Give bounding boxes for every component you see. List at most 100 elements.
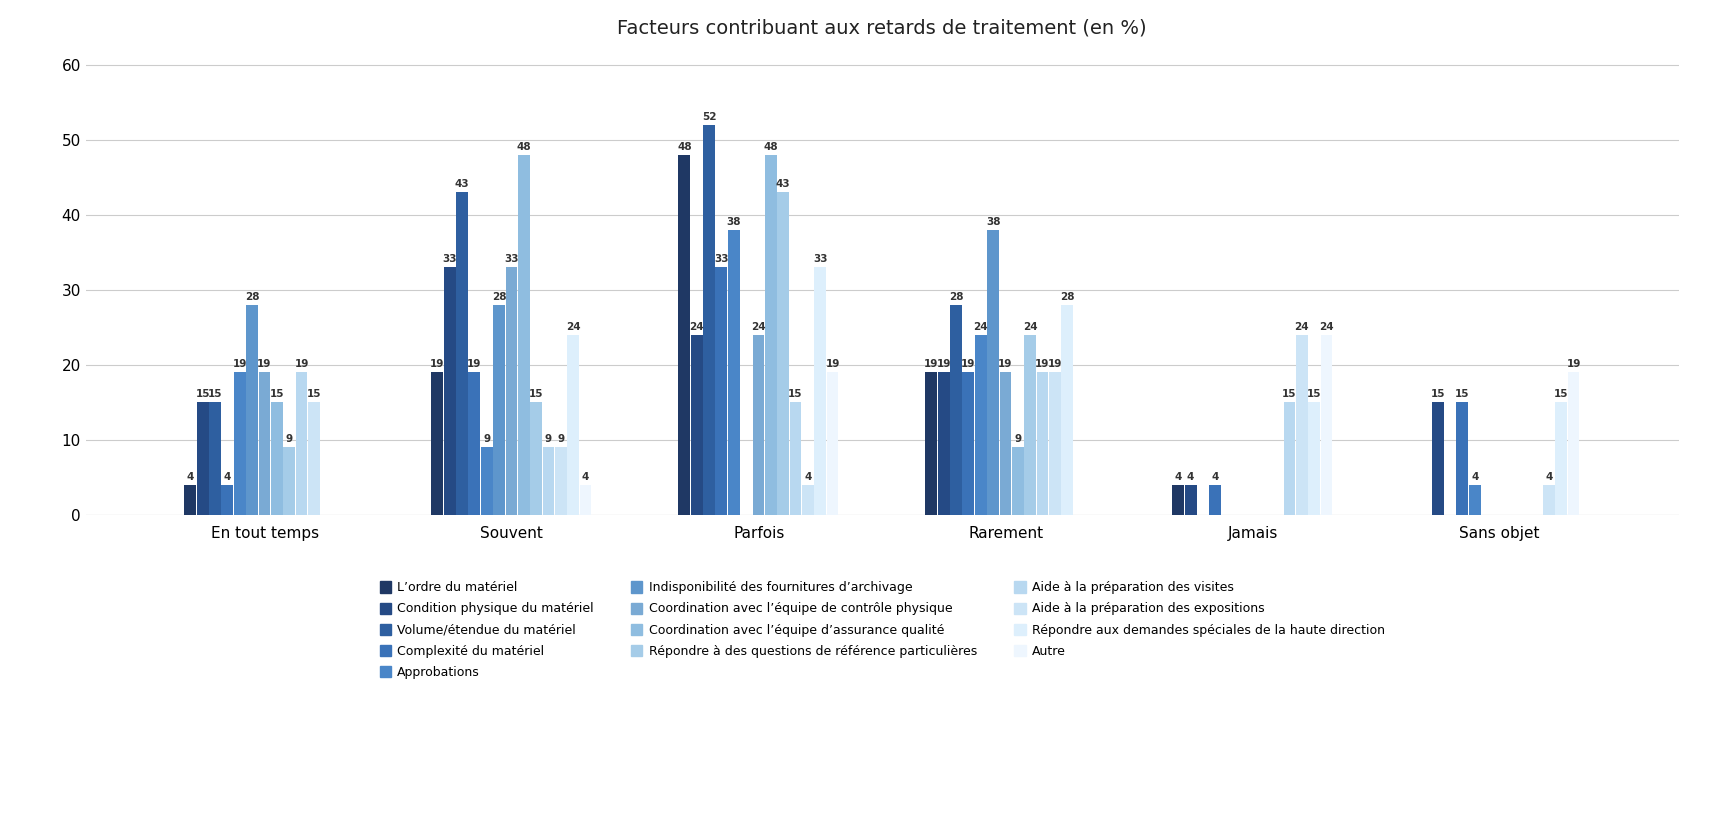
Text: 43: 43 bbox=[776, 179, 790, 189]
Text: 43: 43 bbox=[454, 179, 469, 189]
Bar bbox=[1036, 372, 1048, 515]
Text: 28: 28 bbox=[245, 291, 259, 301]
Bar bbox=[432, 372, 444, 515]
Text: 24: 24 bbox=[1319, 322, 1334, 332]
Bar bbox=[1024, 334, 1036, 515]
Bar bbox=[1062, 305, 1072, 515]
Text: 4: 4 bbox=[1175, 471, 1182, 481]
Text: 24: 24 bbox=[1023, 322, 1038, 332]
Title: Facteurs contribuant aux retards de traitement (en %): Facteurs contribuant aux retards de trai… bbox=[617, 18, 1148, 37]
Bar bbox=[543, 447, 555, 515]
Text: 52: 52 bbox=[702, 112, 716, 122]
Bar bbox=[790, 403, 802, 515]
Text: 9: 9 bbox=[545, 434, 552, 444]
Bar bbox=[296, 372, 307, 515]
Bar bbox=[827, 372, 838, 515]
Bar bbox=[1048, 372, 1060, 515]
Text: 48: 48 bbox=[517, 142, 531, 152]
Bar bbox=[728, 230, 740, 515]
Bar bbox=[1555, 403, 1567, 515]
Bar bbox=[1543, 485, 1555, 515]
Bar bbox=[567, 334, 579, 515]
Bar bbox=[1456, 403, 1468, 515]
Bar bbox=[1321, 334, 1333, 515]
Text: 4: 4 bbox=[1187, 471, 1194, 481]
Text: 19: 19 bbox=[937, 359, 951, 369]
Bar bbox=[814, 267, 826, 515]
Bar bbox=[766, 154, 776, 515]
Bar bbox=[937, 372, 949, 515]
Bar bbox=[197, 403, 209, 515]
Bar bbox=[951, 305, 963, 515]
Bar bbox=[247, 305, 259, 515]
Text: 19: 19 bbox=[1048, 359, 1062, 369]
Bar bbox=[1172, 485, 1184, 515]
Bar bbox=[963, 372, 975, 515]
Bar bbox=[271, 403, 283, 515]
Text: 19: 19 bbox=[1566, 359, 1581, 369]
Bar bbox=[1012, 447, 1024, 515]
Text: 28: 28 bbox=[1060, 291, 1074, 301]
Text: 48: 48 bbox=[677, 142, 692, 152]
Text: 28: 28 bbox=[492, 291, 507, 301]
Text: 19: 19 bbox=[999, 359, 1012, 369]
Text: 4: 4 bbox=[1211, 471, 1220, 481]
Bar bbox=[468, 372, 480, 515]
Text: 4: 4 bbox=[224, 471, 231, 481]
Text: 19: 19 bbox=[295, 359, 308, 369]
Text: 24: 24 bbox=[750, 322, 766, 332]
Legend: L’ordre du matériel, Condition physique du matériel, Volume/étendue du matériel,: L’ordre du matériel, Condition physique … bbox=[380, 581, 1384, 679]
Bar bbox=[531, 403, 541, 515]
Bar bbox=[925, 372, 937, 515]
Text: 15: 15 bbox=[1283, 389, 1297, 399]
Text: 15: 15 bbox=[529, 389, 543, 399]
Text: 19: 19 bbox=[257, 359, 272, 369]
Bar bbox=[209, 403, 221, 515]
Text: 19: 19 bbox=[430, 359, 445, 369]
Bar bbox=[221, 485, 233, 515]
Text: 15: 15 bbox=[207, 389, 223, 399]
Text: 15: 15 bbox=[1430, 389, 1446, 399]
Text: 4: 4 bbox=[803, 471, 812, 481]
Bar bbox=[1567, 372, 1579, 515]
Bar bbox=[752, 334, 764, 515]
Bar bbox=[1468, 485, 1480, 515]
Bar bbox=[999, 372, 1011, 515]
Text: 38: 38 bbox=[726, 217, 742, 227]
Text: 9: 9 bbox=[483, 434, 490, 444]
Bar bbox=[802, 485, 814, 515]
Text: 15: 15 bbox=[307, 389, 320, 399]
Text: 15: 15 bbox=[1307, 389, 1321, 399]
Text: 4: 4 bbox=[1545, 471, 1552, 481]
Text: 33: 33 bbox=[814, 254, 827, 264]
Bar bbox=[235, 372, 245, 515]
Bar bbox=[308, 403, 320, 515]
Text: 15: 15 bbox=[1554, 389, 1569, 399]
Text: 15: 15 bbox=[269, 389, 284, 399]
Bar bbox=[283, 447, 295, 515]
Text: 48: 48 bbox=[764, 142, 778, 152]
Text: 24: 24 bbox=[1295, 322, 1309, 332]
Bar bbox=[690, 334, 702, 515]
Text: 24: 24 bbox=[973, 322, 988, 332]
Bar bbox=[975, 334, 987, 515]
Bar bbox=[1309, 403, 1321, 515]
Bar bbox=[1283, 403, 1295, 515]
Text: 15: 15 bbox=[1454, 389, 1470, 399]
Text: 24: 24 bbox=[565, 322, 581, 332]
Text: 19: 19 bbox=[1035, 359, 1050, 369]
Text: 4: 4 bbox=[1471, 471, 1478, 481]
Text: 19: 19 bbox=[826, 359, 839, 369]
Bar bbox=[456, 193, 468, 515]
Bar bbox=[1432, 403, 1444, 515]
Text: 24: 24 bbox=[689, 322, 704, 332]
Bar bbox=[555, 447, 567, 515]
Text: 33: 33 bbox=[442, 254, 457, 264]
Bar bbox=[259, 372, 271, 515]
Text: 4: 4 bbox=[187, 471, 194, 481]
Text: 9: 9 bbox=[1014, 434, 1021, 444]
Bar bbox=[678, 154, 690, 515]
Text: 38: 38 bbox=[987, 217, 1000, 227]
Bar bbox=[505, 267, 517, 515]
Text: 9: 9 bbox=[557, 434, 564, 444]
